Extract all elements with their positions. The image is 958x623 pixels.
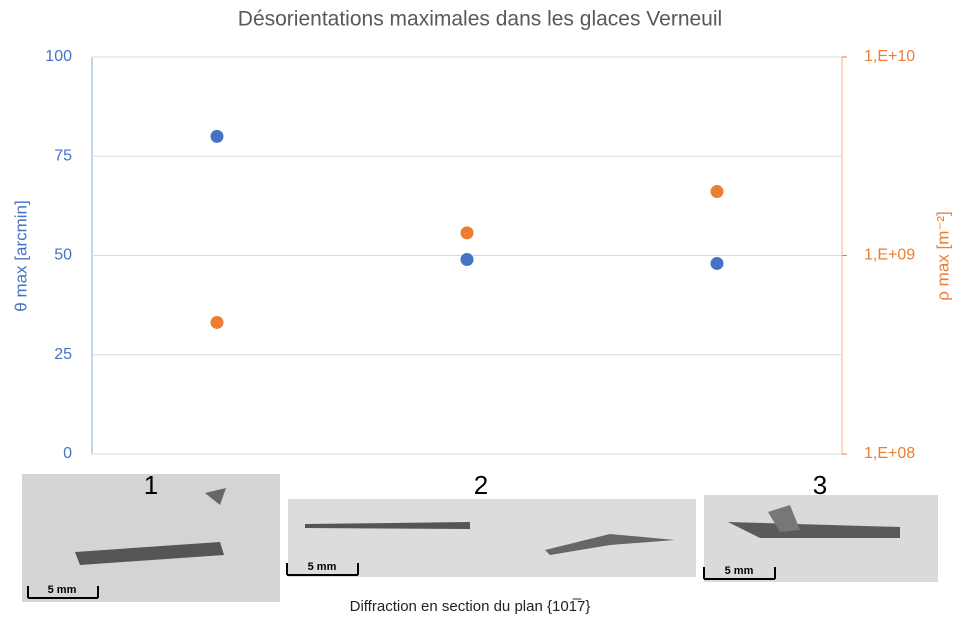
photo-2: 5 mm — [286, 499, 696, 577]
scale-label: 5 mm — [308, 561, 337, 573]
y-axis-title: θ max [arcmin] — [11, 200, 30, 311]
y-tick-label: 75 — [54, 147, 72, 164]
point — [460, 252, 474, 266]
photo-3: 5 mm — [703, 495, 938, 582]
x-tick-label: 3 — [813, 470, 827, 500]
point — [460, 226, 474, 240]
scale-label: 5 mm — [48, 584, 77, 596]
caption: Diffraction en section du plan {101̅7} — [350, 598, 591, 615]
y-tick-label: 100 — [45, 48, 72, 65]
x-tick-label: 2 — [474, 470, 488, 500]
point — [710, 185, 724, 199]
y2-tick-label: 1,E+08 — [864, 445, 915, 462]
y-tick-label: 0 — [63, 445, 72, 462]
photo-1: 5 mm — [22, 474, 280, 602]
y2-axis-title: ρ max [m⁻²] — [933, 211, 952, 300]
y-tick-label: 50 — [54, 247, 72, 264]
chart-title: Désorientations maximales dans les glace… — [238, 8, 722, 31]
y-tick-label: 25 — [54, 346, 72, 363]
y2-tick-label: 1,E+09 — [864, 247, 915, 264]
x-tick-label: 1 — [144, 470, 158, 500]
point — [710, 256, 724, 270]
scale-label: 5 mm — [725, 565, 754, 577]
point — [210, 315, 224, 329]
y2-tick-label: 1,E+10 — [864, 48, 915, 65]
point — [210, 129, 224, 143]
